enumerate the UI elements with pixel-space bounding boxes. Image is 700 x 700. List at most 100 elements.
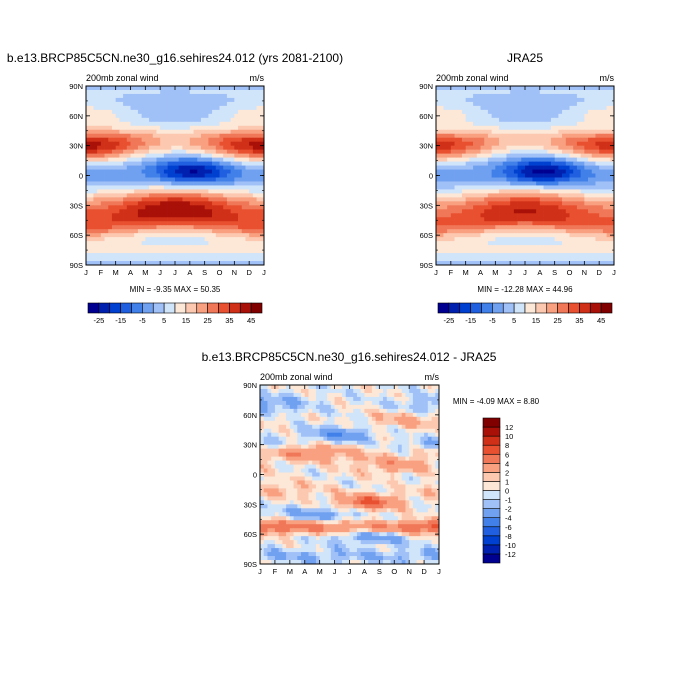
panel-obs-cell — [580, 109, 585, 115]
panel-model-cell — [234, 97, 239, 103]
panel-model-cell — [219, 153, 224, 158]
panel-model-cell — [97, 137, 102, 143]
panel-obs-cell — [599, 245, 604, 250]
panel-obs-cell — [491, 149, 496, 154]
panel-obs-cell — [595, 125, 600, 131]
panel-obs-cell — [602, 109, 607, 115]
panel-model-cell — [97, 181, 102, 186]
panel-model-cell — [86, 153, 91, 158]
panel-obs-cell — [569, 101, 574, 107]
panel-model-cell — [93, 213, 98, 218]
panel-obs-cell — [599, 125, 604, 131]
panel-obs-cell — [499, 149, 504, 154]
panel-obs-cell — [458, 157, 463, 162]
panel-model-cell — [175, 249, 180, 254]
panel-obs-cell — [580, 105, 585, 111]
panel-model-cell — [160, 185, 165, 190]
panel-obs-cell — [447, 201, 452, 206]
panel-model-cell — [163, 241, 168, 246]
panel-obs-cell — [569, 93, 574, 99]
panel-obs-cell — [491, 113, 496, 119]
panel-model-cell — [104, 173, 109, 178]
panel-diff-cell — [289, 396, 294, 402]
panel-obs-cell — [580, 121, 585, 127]
panel-model-cell — [130, 117, 135, 123]
panel-model-cell — [260, 89, 265, 95]
panel-model-cell — [141, 261, 146, 266]
panel-model-cell — [126, 157, 131, 162]
panel-model-cell — [219, 261, 224, 266]
panel-obs-cell — [502, 105, 507, 111]
panel-obs-cell — [480, 165, 485, 170]
panel-model-cell — [156, 245, 161, 250]
panel-obs-cell — [502, 257, 507, 262]
panel-model-cell — [197, 113, 202, 119]
panel-model-cell — [178, 177, 183, 182]
panel-diff-cell — [301, 385, 306, 390]
panel-obs-cell — [469, 185, 474, 190]
panel-obs-cell — [602, 241, 607, 246]
panel-obs-cell — [573, 117, 578, 123]
panel-obs-cell — [584, 229, 589, 234]
panel-model-cell — [86, 86, 91, 91]
panel-model-cell — [252, 197, 257, 202]
panel-obs-cell — [602, 149, 607, 154]
panel-model-cell — [115, 169, 120, 174]
panel-model-cell — [137, 109, 142, 115]
panel-model-cell — [163, 153, 168, 158]
panel-obs-cell — [591, 221, 596, 226]
panel-model-cell — [200, 125, 206, 131]
panel-obs-cell — [565, 237, 570, 242]
panel-obs-cell — [573, 185, 578, 190]
panel-obs-cell — [517, 121, 522, 127]
panel-obs-cell — [543, 185, 548, 190]
panel-obs-cell — [491, 109, 496, 115]
panel-obs-cell — [480, 209, 485, 214]
panel-model-cell — [178, 165, 183, 170]
panel-model-cell — [215, 133, 220, 139]
panel-model-cell — [226, 213, 231, 218]
panel-diff-cell — [271, 416, 276, 422]
panel-diff-cell — [282, 412, 287, 418]
panel-diff-cell — [323, 404, 328, 410]
panel-model-cell — [104, 121, 109, 127]
panel-obs-cell — [506, 237, 511, 242]
panel-model-cell — [152, 105, 157, 111]
panel-model-cell — [186, 229, 191, 234]
panel-model-cell — [134, 205, 139, 210]
panel-model-cell — [86, 185, 91, 190]
panel-model-cell — [204, 209, 209, 214]
panel-model-cell — [100, 145, 105, 150]
panel-model-cell — [226, 205, 231, 210]
panel-obs-cell — [525, 261, 530, 266]
panel-model-cell — [208, 177, 213, 182]
panel-obs-cell — [562, 209, 567, 214]
panel-diff-cell — [267, 388, 272, 394]
panel-obs-cell — [499, 141, 504, 147]
panel-model-cell — [126, 101, 131, 107]
panel-obs-cell — [476, 217, 481, 222]
panel-model-cell — [123, 145, 128, 150]
panel-obs-cell — [443, 185, 448, 190]
panel-obs-cell — [517, 185, 522, 190]
panel-model-cell — [137, 221, 142, 226]
panel-model-cell — [171, 165, 176, 170]
panel-model-cell — [186, 121, 191, 127]
panel-model-cell — [215, 229, 220, 234]
panel-model-cell — [156, 253, 161, 258]
panel-obs-cell — [506, 173, 511, 178]
panel-model-cell — [100, 241, 105, 246]
panel-model-cell — [223, 137, 228, 143]
panel-obs-cell — [502, 197, 507, 202]
panel-obs-cell — [558, 137, 563, 143]
panel-model-colorbar-label: -15 — [115, 316, 126, 325]
panel-model-cell — [230, 101, 235, 107]
panel-obs-cell — [610, 221, 615, 226]
panel-model-cell — [256, 177, 261, 182]
panel-model-cell — [197, 193, 202, 198]
panel-diff-cell — [424, 396, 429, 402]
panel-model-cell — [252, 241, 257, 246]
panel-obs-cell — [506, 233, 511, 238]
panel-model-cell — [149, 201, 154, 206]
panel-model-cell — [119, 181, 124, 186]
